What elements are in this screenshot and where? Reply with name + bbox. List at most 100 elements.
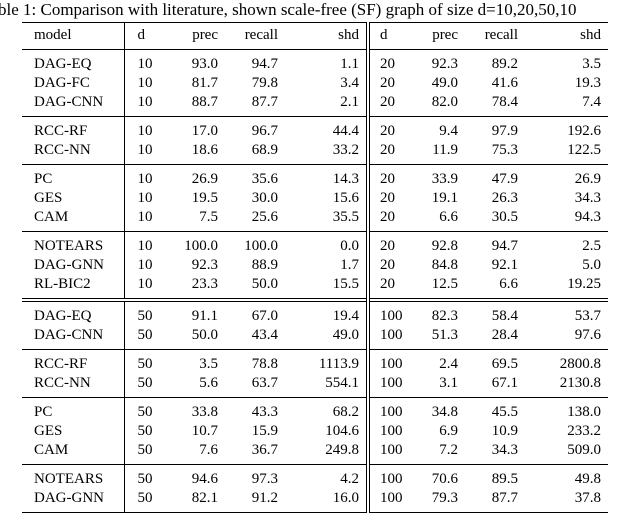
cell: 25.6 (251, 209, 278, 225)
cell: 20 (366, 164, 410, 189)
cell: 5.0 (582, 257, 601, 273)
data-row: RCC-NN 50 5.6 63.7 554.1 100 3.1 67.1 2130.8 (22, 374, 608, 398)
cell: 50 (123, 397, 160, 422)
cell: 10 (123, 275, 160, 300)
cell: 192.6 (525, 116, 608, 141)
cell: 122.5 (567, 142, 601, 158)
cell: 91.1 (160, 298, 225, 326)
cell: 100 (366, 489, 410, 513)
row-label: DAG-GNN (34, 257, 104, 273)
cell: 92.3 (431, 56, 458, 72)
cell: 50 (123, 326, 160, 350)
cell: 26.9 (525, 164, 608, 189)
caption: ble 1: Comparison with literature, shown… (0, 0, 577, 19)
cell: 92.3 (191, 257, 218, 273)
cell: 100 (366, 374, 410, 398)
cell: 34.8 (410, 397, 465, 422)
cell: prec (410, 22, 465, 50)
cell: 79.3 (431, 490, 458, 506)
data-row: CAM 50 7.6 36.7 249.8 100 7.2 34.3 509.0 (22, 441, 608, 465)
row-label: DAG-CNN (34, 94, 104, 110)
table-body: model d prec recall shd d prec recall shd DAG-EQ 1… (22, 22, 608, 513)
cell: 100 (366, 441, 410, 465)
cell: 10 (123, 116, 160, 141)
cell: 37.8 (574, 490, 601, 506)
cell: 87.7 (491, 490, 518, 506)
cell: 1.7 (340, 257, 359, 273)
cell: 2.4 (410, 349, 465, 374)
cell: 138.0 (525, 397, 608, 422)
cell: 82.1 (191, 490, 218, 506)
cell: 47.9 (465, 164, 525, 189)
cell: 41.6 (491, 75, 518, 91)
cell: 19.4 (285, 298, 368, 326)
row-label: DAG-EQ (22, 298, 124, 326)
row-label: RCC-NN (34, 142, 91, 158)
cell: 50 (123, 464, 160, 489)
cell: 20 (366, 256, 410, 275)
cell: 50 (123, 441, 160, 465)
cell: 50 (123, 349, 160, 374)
cell: 12.5 (431, 276, 458, 292)
cell: 50 (123, 422, 160, 441)
cell: 93.0 (191, 56, 218, 72)
data-row: DAG-CNN 10 88.7 87.7 2.1 20 82.0 78.4 7.4 (22, 93, 608, 117)
cell: 79.8 (251, 75, 278, 91)
data-row: RCC-RF 10 17.0 96.7 44.4 20 9.4 97.9 192.6 (22, 116, 608, 141)
row-label: GES (34, 423, 63, 439)
cell: d (366, 22, 410, 50)
cell: 92.1 (491, 257, 518, 273)
data-row: DAG-EQ 10 93.0 94.7 1.1 20 92.3 89.2 3.5 (22, 49, 608, 74)
cell: 26.3 (491, 190, 518, 206)
cell: 7.2 (439, 442, 458, 458)
cell: 94.3 (574, 209, 601, 225)
cell: 30.0 (251, 190, 278, 206)
cell: 19.3 (574, 75, 601, 91)
cell: 7.5 (199, 209, 218, 225)
cell: 33.2 (332, 142, 359, 158)
cell: 23.3 (191, 276, 218, 292)
row-label: RL-BIC2 (34, 276, 91, 292)
cell: 100 (366, 326, 410, 350)
cell: 70.6 (410, 464, 465, 489)
cell: 7.4 (582, 94, 601, 110)
cell: 33.8 (160, 397, 225, 422)
cell: 249.8 (325, 442, 359, 458)
data-row: NOTEARS 10 100.0 100.0 0.0 20 92.8 94.7 2.5 (22, 231, 608, 256)
cell: 100.0 (160, 231, 225, 256)
row-label: GES (34, 190, 63, 206)
data-row: NOTEARS 50 94.6 97.3 4.2 100 70.6 89.5 49.8 (22, 464, 608, 489)
cell: 16.0 (332, 490, 359, 506)
cell: d (123, 22, 160, 50)
cell: 43.4 (251, 327, 278, 343)
cell: 94.7 (251, 56, 278, 72)
data-row: GES 10 19.5 30.0 15.6 20 19.1 26.3 34.3 (22, 189, 608, 208)
cell: 10 (123, 141, 160, 165)
cell: 100 (366, 298, 410, 326)
cell: 10 (123, 164, 160, 189)
cell: 68.2 (285, 397, 368, 422)
data-row: RL-BIC2 10 23.3 50.0 15.5 20 12.5 6.6 19.25 (22, 275, 608, 300)
data-row: CAM 10 7.5 25.6 35.5 20 6.6 30.5 94.3 (22, 208, 608, 232)
cell: 100.0 (225, 231, 285, 256)
cell: 10 (123, 93, 160, 117)
cell: 18.6 (191, 142, 218, 158)
row-label: CAM (34, 442, 69, 458)
cell: 84.8 (431, 257, 458, 273)
cell: 96.7 (225, 116, 285, 141)
cell: 51.3 (431, 327, 458, 343)
cell: 97.9 (465, 116, 525, 141)
row-label: NOTEARS (22, 231, 124, 256)
cell: 58.4 (465, 298, 525, 326)
cell: 82.3 (410, 298, 465, 326)
cell: 43.3 (225, 397, 285, 422)
cell: 82.0 (431, 94, 458, 110)
cell: 3.1 (439, 375, 458, 391)
cell: 26.9 (160, 164, 225, 189)
data-row: DAG-EQ 50 91.1 67.0 19.4 100 82.3 58.4 53.7 (22, 298, 608, 326)
cell: 50 (123, 374, 160, 398)
row-label: PC (22, 164, 124, 189)
cell: 2800.8 (525, 349, 608, 374)
cell: 94.6 (160, 464, 225, 489)
